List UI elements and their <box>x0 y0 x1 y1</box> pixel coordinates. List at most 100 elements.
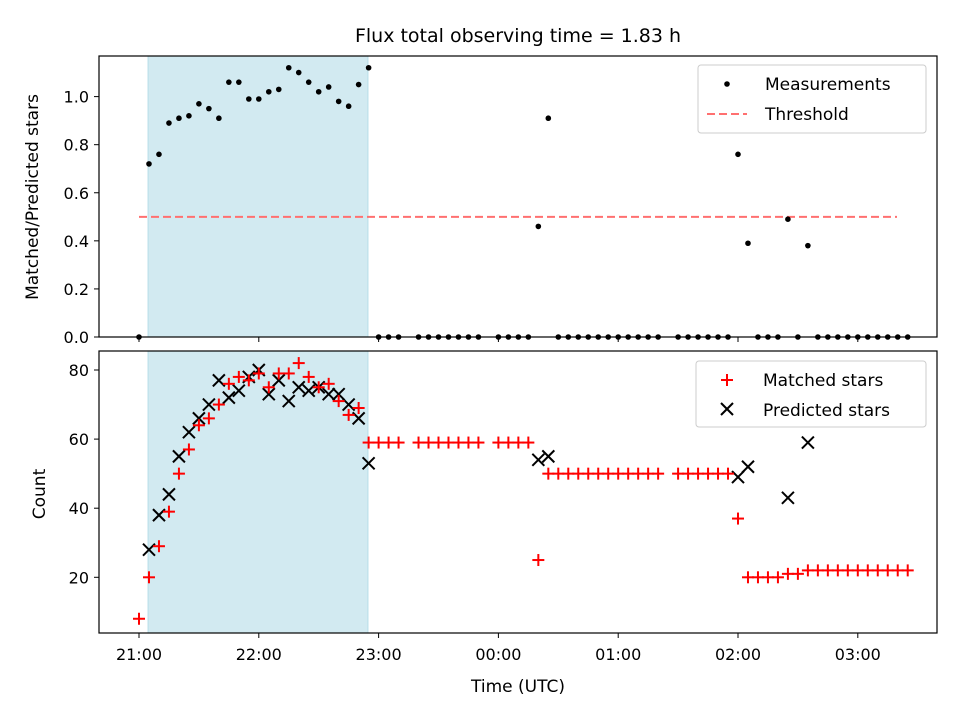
legend-predicted-marker <box>720 402 734 416</box>
measurement-point <box>265 88 272 95</box>
measurement-point <box>345 103 352 110</box>
measurement-point <box>275 86 282 93</box>
bottom-y-tick-label: 20 <box>69 568 89 587</box>
predicted-star-point <box>541 449 556 464</box>
x-tick-label: 02:00 <box>715 645 761 664</box>
matched-star-point <box>292 357 305 370</box>
predicted-star-point <box>232 384 246 398</box>
matched-star-point <box>152 540 165 553</box>
top-shade <box>147 55 369 338</box>
bottom-axes-frame <box>98 350 938 634</box>
measurement-point <box>335 98 342 105</box>
measurement-point <box>735 151 741 158</box>
measurement-point <box>325 84 332 90</box>
matched-star-point <box>302 370 315 383</box>
matched-star-point <box>342 408 355 421</box>
matched-star-point <box>162 505 175 518</box>
x-tick-label: 03:00 <box>835 645 881 664</box>
measurement-point <box>805 242 811 249</box>
x-tick-label: 22:00 <box>236 645 282 664</box>
matched-star-point <box>771 571 784 584</box>
legend-matched-marker <box>721 374 733 386</box>
top-y-ticks: 0.0 0.2 0.4 0.6 0.8 1.0 <box>64 88 99 347</box>
measurement-point <box>206 105 212 112</box>
x-axis-label: Time (UTC) <box>470 677 565 697</box>
measurement-point <box>166 120 172 126</box>
top-y-tick-label: 0.8 <box>64 136 89 155</box>
matched-star-point <box>222 377 235 390</box>
matched-star-point <box>392 436 405 449</box>
bottom-y-axis-label: Count <box>30 468 50 519</box>
top-y-tick-label: 0.4 <box>64 232 89 251</box>
bottom-panel: 20 40 60 80 21:00 22:00 23:00 00:00 01:00 02:00 0… <box>30 350 938 697</box>
x-tick-label: 21:00 <box>116 645 162 664</box>
measurement-point <box>176 115 182 122</box>
top-x-ticks <box>138 337 859 342</box>
matched-star-point <box>352 402 365 415</box>
legend-threshold-label: Threshold <box>764 105 849 125</box>
predicted-star-point <box>292 380 306 394</box>
measurement-point <box>305 79 312 85</box>
bottom-x-ticks: 21:00 22:00 23:00 00:00 01:00 02:00 03:00 <box>116 633 881 664</box>
measurement-point <box>315 88 322 95</box>
measurement-point <box>246 96 252 102</box>
matched-star-point <box>282 367 295 380</box>
count-points <box>133 357 914 625</box>
predicted-star-point <box>531 453 546 467</box>
bottom-legend-box <box>695 360 927 428</box>
top-y-tick-label: 0.0 <box>64 328 89 347</box>
top-y-tick-label: 1.0 <box>64 88 89 107</box>
matched-star-point <box>262 381 275 394</box>
measurement-point <box>355 81 362 88</box>
legend-matched-label: Matched stars <box>763 371 883 391</box>
predicted-star-point <box>282 394 296 408</box>
predicted-star-point <box>781 491 795 505</box>
measurement-points <box>136 64 911 340</box>
legend-predicted-label: Predicted stars <box>763 401 890 421</box>
predicted-star-point <box>172 449 186 464</box>
measurement-point <box>146 161 152 167</box>
matched-star-point <box>472 436 485 449</box>
measurement-point <box>285 64 292 71</box>
measurement-point <box>236 79 242 85</box>
x-tick-label: 00:00 <box>475 645 521 664</box>
measurement-point <box>295 69 302 76</box>
matched-star-point <box>242 374 255 387</box>
matched-star-point <box>791 567 804 580</box>
bottom-y-tick-label: 80 <box>69 361 89 380</box>
matched-star-point <box>322 377 335 390</box>
predicted-star-point <box>741 460 755 474</box>
matched-star-point <box>522 436 535 449</box>
predicted-star-point <box>262 387 276 401</box>
x-tick-label: 23:00 <box>356 645 402 664</box>
matched-star-point <box>172 467 185 480</box>
predicted-star-point <box>162 487 176 502</box>
x-tick-label: 01:00 <box>595 645 641 664</box>
legend-measurements-marker <box>724 81 730 87</box>
matched-star-point <box>332 395 345 408</box>
top-y-tick-label: 0.2 <box>64 280 89 299</box>
measurement-point <box>545 115 552 122</box>
measurement-point <box>745 240 751 247</box>
predicted-star-point <box>361 456 376 470</box>
bottom-legend: Matched stars Predicted stars <box>695 360 927 428</box>
bottom-y-ticks: 20 40 60 80 <box>69 361 99 587</box>
top-axes-frame <box>98 55 938 338</box>
top-legend-box <box>697 64 927 134</box>
figure-title: Flux total observing time = 1.83 h <box>355 25 681 47</box>
predicted-star-point <box>202 397 216 412</box>
matched-star-point <box>202 412 215 425</box>
bottom-y-tick-label: 40 <box>69 499 89 518</box>
measurement-point <box>156 151 162 158</box>
top-panel: 0.0 0.2 0.4 0.6 0.8 1.0 Matched/Predicted sta… <box>23 55 938 347</box>
top-y-tick-label: 0.6 <box>64 184 89 203</box>
top-y-axis-label: Matched/Predicted stars <box>23 94 43 300</box>
measurement-point <box>196 101 202 107</box>
bottom-y-tick-label: 60 <box>69 430 89 449</box>
matched-star-point <box>142 571 155 584</box>
matched-star-point <box>901 564 914 577</box>
matched-star-point <box>312 381 325 394</box>
matched-star-point <box>532 554 545 567</box>
predicted-star-point <box>801 435 815 450</box>
